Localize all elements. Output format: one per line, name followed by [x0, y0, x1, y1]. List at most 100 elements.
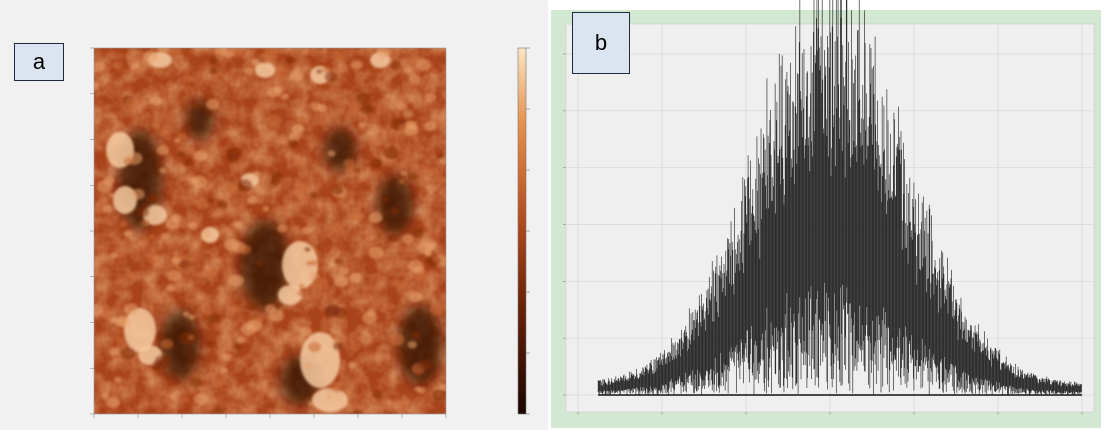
afm-grain	[330, 223, 343, 234]
plot-trace	[597, 0, 1082, 396]
afm-grain	[166, 269, 182, 282]
afm-grain	[181, 396, 190, 403]
afm-grain	[356, 378, 364, 384]
afm-grain	[325, 394, 332, 399]
afm-grain	[343, 158, 355, 168]
afm-grain	[188, 221, 199, 231]
afm-grain	[226, 153, 239, 163]
afm-grain	[366, 308, 376, 317]
afm-grain	[129, 271, 140, 281]
afm-grain	[289, 70, 303, 82]
afm-dark-region	[377, 175, 413, 235]
afm-grain	[206, 172, 214, 178]
afm-grain	[316, 69, 323, 74]
afm-grain	[231, 48, 243, 58]
afm-grain	[350, 342, 361, 351]
afm-dark-region	[240, 220, 290, 310]
distribution-plot	[551, 0, 1101, 428]
afm-grain	[94, 304, 104, 317]
afm-grain	[414, 386, 421, 392]
afm-grain	[229, 305, 240, 313]
afm-grain	[237, 336, 246, 343]
afm-grain	[324, 71, 338, 83]
afm-grain	[151, 122, 161, 130]
afm-grain	[189, 377, 202, 388]
afm-grain	[141, 239, 149, 245]
afm-grain	[287, 139, 299, 148]
afm-colorbar	[517, 47, 527, 415]
afm-grain	[332, 342, 343, 351]
afm-grain	[135, 207, 149, 218]
afm-grain	[408, 291, 423, 303]
afm-grain	[182, 311, 190, 317]
afm-grain	[261, 51, 277, 64]
afm-grain	[271, 171, 282, 180]
afm-grain	[109, 317, 118, 324]
afm-grain	[277, 224, 288, 233]
afm-grain	[159, 167, 167, 174]
afm-grain	[369, 157, 383, 169]
afm-grain	[398, 400, 408, 408]
afm-grain	[424, 92, 437, 103]
afm-grain	[355, 92, 371, 105]
afm-grain	[114, 376, 122, 384]
afm-grain	[240, 323, 257, 336]
afm-grain	[407, 172, 418, 181]
afm-grain	[353, 409, 364, 414]
afm-grain	[429, 302, 446, 316]
afm-grain	[108, 192, 115, 198]
afm-grain	[94, 61, 105, 73]
panel-b-label: b	[572, 12, 630, 74]
plot-axis-ticks	[563, 53, 1083, 415]
afm-grain	[401, 234, 414, 244]
afm-grain	[281, 93, 290, 100]
afm-grain	[339, 267, 350, 275]
afm-grain	[229, 274, 244, 287]
afm-grain	[397, 280, 408, 289]
afm-grain	[435, 175, 446, 185]
afm-grain	[202, 229, 212, 237]
afm-grain	[395, 102, 407, 111]
afm-grain	[119, 220, 128, 228]
afm-grain	[434, 119, 446, 129]
afm-grain	[193, 103, 201, 110]
afm-grain	[156, 145, 170, 156]
afm-grain	[120, 347, 136, 360]
afm-grain	[109, 348, 119, 356]
afm-grain	[345, 165, 358, 176]
afm-grain	[192, 175, 208, 188]
afm-grain	[212, 407, 224, 414]
afm-grain	[178, 259, 190, 269]
panel-a-label: a	[14, 43, 64, 81]
afm-grain	[113, 61, 124, 69]
afm-grain	[116, 318, 127, 328]
panel-b-label-text: b	[594, 30, 608, 55]
afm-grain	[398, 178, 406, 185]
afm-grain	[381, 196, 389, 202]
afm-grain	[416, 59, 431, 71]
afm-grain	[125, 98, 140, 110]
afm-grain	[390, 60, 401, 70]
afm-grain	[187, 334, 195, 340]
afm-grain	[276, 301, 284, 307]
afm-grain	[383, 146, 399, 160]
afm-grain	[403, 56, 414, 65]
afm-bright-grain	[282, 241, 318, 289]
afm-grain	[209, 67, 219, 75]
afm-grain	[334, 258, 343, 265]
afm-grain	[419, 165, 432, 176]
afm-bright-grain	[312, 388, 348, 412]
afm-grain	[161, 232, 171, 240]
afm-grain	[350, 60, 363, 70]
panel-b: b	[548, 0, 1104, 430]
afm-grain	[181, 74, 193, 84]
afm-grain	[411, 228, 424, 239]
afm-grain	[432, 255, 440, 262]
afm-grain	[309, 259, 318, 266]
afm-grain	[368, 246, 385, 260]
afm-grain	[115, 336, 125, 344]
afm-grain	[207, 313, 221, 325]
afm-grain	[440, 384, 446, 390]
colorbar-ticks	[526, 47, 530, 415]
afm-grain	[413, 271, 428, 282]
